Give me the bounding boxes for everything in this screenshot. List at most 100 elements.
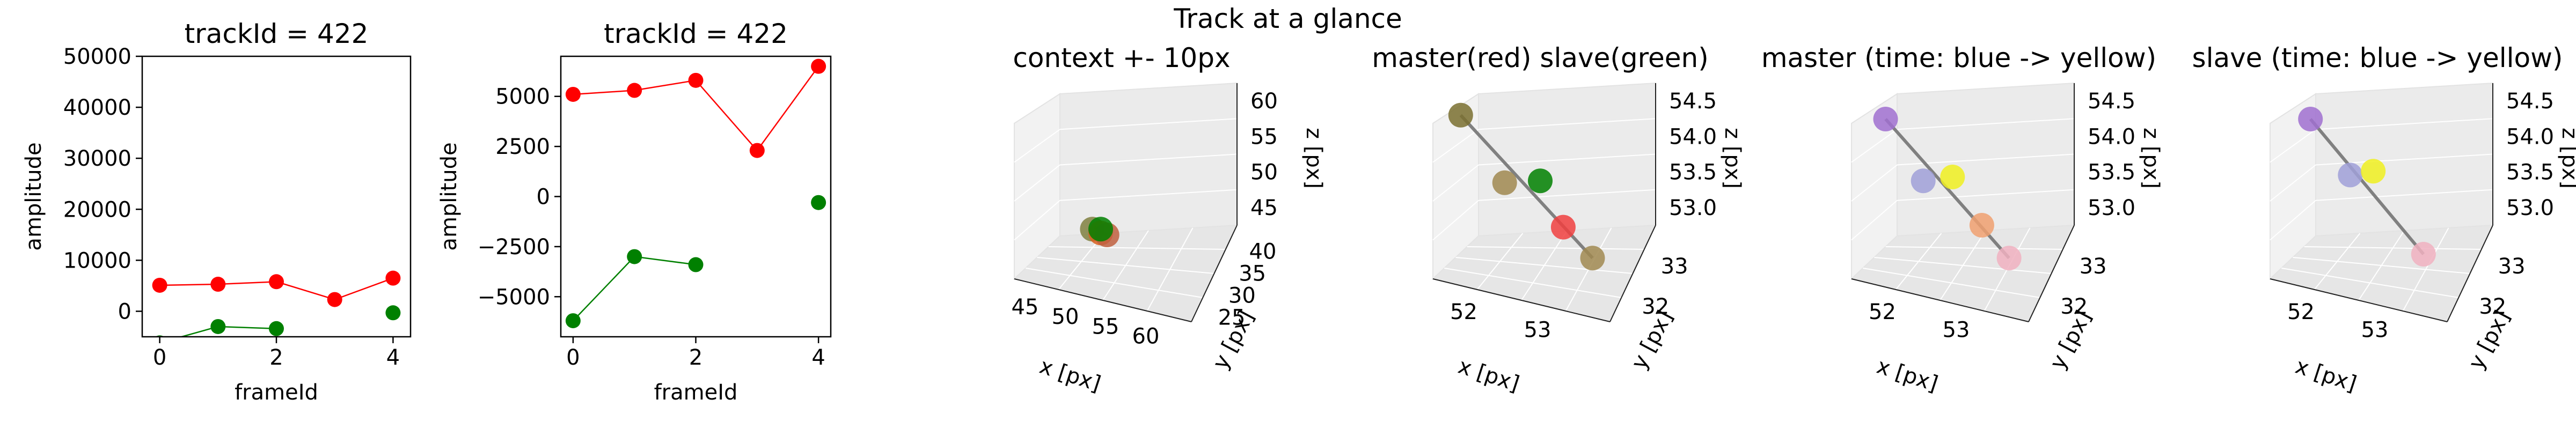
y-axis-edge — [1609, 225, 1656, 322]
y-axis-label: y [px] — [2045, 307, 2096, 374]
grid-line — [2315, 189, 2493, 201]
z-axis-label: z [px] — [2557, 128, 2576, 189]
grid-line — [1851, 129, 1898, 163]
z-tick-label: 60 — [1250, 89, 1278, 114]
track-point — [2361, 159, 2386, 184]
track-point — [1528, 168, 1553, 194]
z-axis-label: z [px] — [2139, 128, 2163, 189]
series-1-point — [210, 277, 226, 292]
grid-line — [1432, 129, 1479, 163]
grid-line — [1478, 153, 1656, 166]
y-tick-label: 10000 — [63, 248, 131, 273]
grid-line — [1059, 189, 1238, 201]
grid-line — [1521, 230, 1568, 301]
series-2-point — [385, 305, 401, 321]
x-axis-edge — [1851, 278, 2029, 322]
z-tick-label: 53.5 — [1669, 160, 1717, 185]
y-tick-label: 0 — [537, 185, 550, 210]
grid-line — [1897, 118, 2075, 130]
y-tick-label: 32 — [2060, 294, 2088, 319]
series-2-point — [627, 249, 642, 264]
series-1-point — [269, 274, 284, 290]
track-point — [1911, 168, 1936, 194]
x-tick-label: 52 — [1869, 300, 1896, 324]
grid-line — [1851, 199, 1898, 241]
series-1-point — [688, 72, 704, 88]
y-tick-label: −5000 — [478, 285, 550, 309]
z-tick-label: 54.0 — [2088, 124, 2135, 149]
y-tick-label: 5000 — [495, 85, 550, 109]
track-point — [1940, 165, 1965, 189]
series-1-point — [627, 83, 642, 98]
grid-line — [1146, 227, 1194, 312]
scatter3d-chart-3: 52 53 32 33 53.0 53.5 54.0 54.5 x [px] y [px] z [p… — [1761, 42, 2163, 397]
chart-title: slave (time: blue -> yellow) — [2192, 42, 2563, 73]
track-point — [1969, 213, 1994, 238]
line-chart-2: 0 2 4 −5000 −2500 0 2500 5000 trackId = 422 frame… — [437, 18, 832, 405]
grid-line — [1014, 129, 1060, 163]
x-axis-edge — [1432, 278, 1611, 322]
x-tick-label: 2 — [269, 345, 283, 370]
grid-line — [1467, 246, 1644, 250]
z-tick-label: 50 — [1250, 160, 1278, 185]
y-tick-label: 50000 — [63, 45, 131, 69]
x-tick-label: 0 — [566, 345, 580, 370]
line-chart-1: 0 2 4 0 10000 20000 30000 40000 50000 trackId = 4… — [21, 18, 412, 405]
grid-line — [1432, 164, 1479, 202]
x-tick-label: 52 — [2287, 300, 2315, 324]
chart-title: master(red) slave(green) — [1372, 42, 1709, 73]
series-2-line — [572, 256, 696, 321]
grid-line — [2304, 246, 2482, 250]
y-tick-label: 32 — [2479, 294, 2506, 319]
x-tick-label: 60 — [1132, 324, 1160, 349]
series-2-point — [269, 321, 284, 336]
z-tick-label: 54.0 — [2506, 124, 2554, 149]
y-axis-edge — [2447, 225, 2493, 322]
y-tick-label: 25 — [1218, 305, 1246, 330]
track-point — [2298, 107, 2323, 131]
x-tick-label: 0 — [153, 345, 166, 370]
grid-line — [2358, 230, 2405, 301]
series-1-point — [749, 143, 765, 158]
series-2-point — [210, 319, 226, 334]
y-tick-label: 20000 — [63, 197, 131, 222]
z-tick-label: 53.0 — [1669, 196, 1717, 220]
grid-line — [2402, 227, 2449, 312]
grid-line — [1897, 189, 2075, 201]
x-tick-label: 4 — [811, 345, 825, 370]
z-axis-label: z [px] — [1301, 128, 1326, 189]
y-axis-label: amplitude — [437, 142, 462, 250]
x-tick-label: 2 — [689, 345, 702, 370]
grid-line — [1478, 118, 1656, 130]
z-tick-label: 53.0 — [2088, 196, 2135, 220]
grid-line — [2270, 199, 2316, 241]
y-tick-label: 40 — [1249, 240, 1277, 264]
y-tick-label: −2500 — [478, 235, 550, 260]
y-tick-label: 35 — [1239, 262, 1266, 286]
plot-frame — [141, 55, 412, 338]
z-tick-label: 53.0 — [2506, 196, 2554, 220]
series-1-point — [152, 277, 167, 293]
z-tick-label: 54.5 — [2506, 89, 2554, 114]
chart-title: master (time: blue -> yellow) — [1761, 42, 2156, 73]
y-tick-label: 32 — [1642, 294, 1669, 319]
scatter3d-chart-2: 52 53 32 33 53.0 53.5 54.0 54.5 x [px] y [px] z [p… — [1372, 42, 1745, 397]
grid-line — [1478, 189, 1656, 201]
y-axis-label: y [px] — [1627, 307, 1678, 374]
grid-line — [1014, 164, 1060, 202]
track-point — [1996, 246, 2022, 271]
grid-line — [1432, 199, 1479, 241]
y-axis-label: y [px] — [2464, 307, 2515, 374]
grid-line — [1102, 230, 1149, 301]
track-point — [2411, 242, 2436, 267]
track-point — [1873, 107, 1898, 131]
x-tick-label: 4 — [386, 345, 400, 370]
z-tick-label: 53.5 — [2506, 160, 2554, 185]
series-2-point — [688, 257, 704, 272]
track-line — [2309, 118, 2425, 255]
scatter3d-chart-4: 52 53 32 33 53.0 53.5 54.0 54.5 x [px] y [px] z [p… — [2192, 42, 2576, 397]
x-axis-label: x [px] — [1036, 354, 1103, 397]
z-tick-label: 54.0 — [1669, 124, 1717, 149]
